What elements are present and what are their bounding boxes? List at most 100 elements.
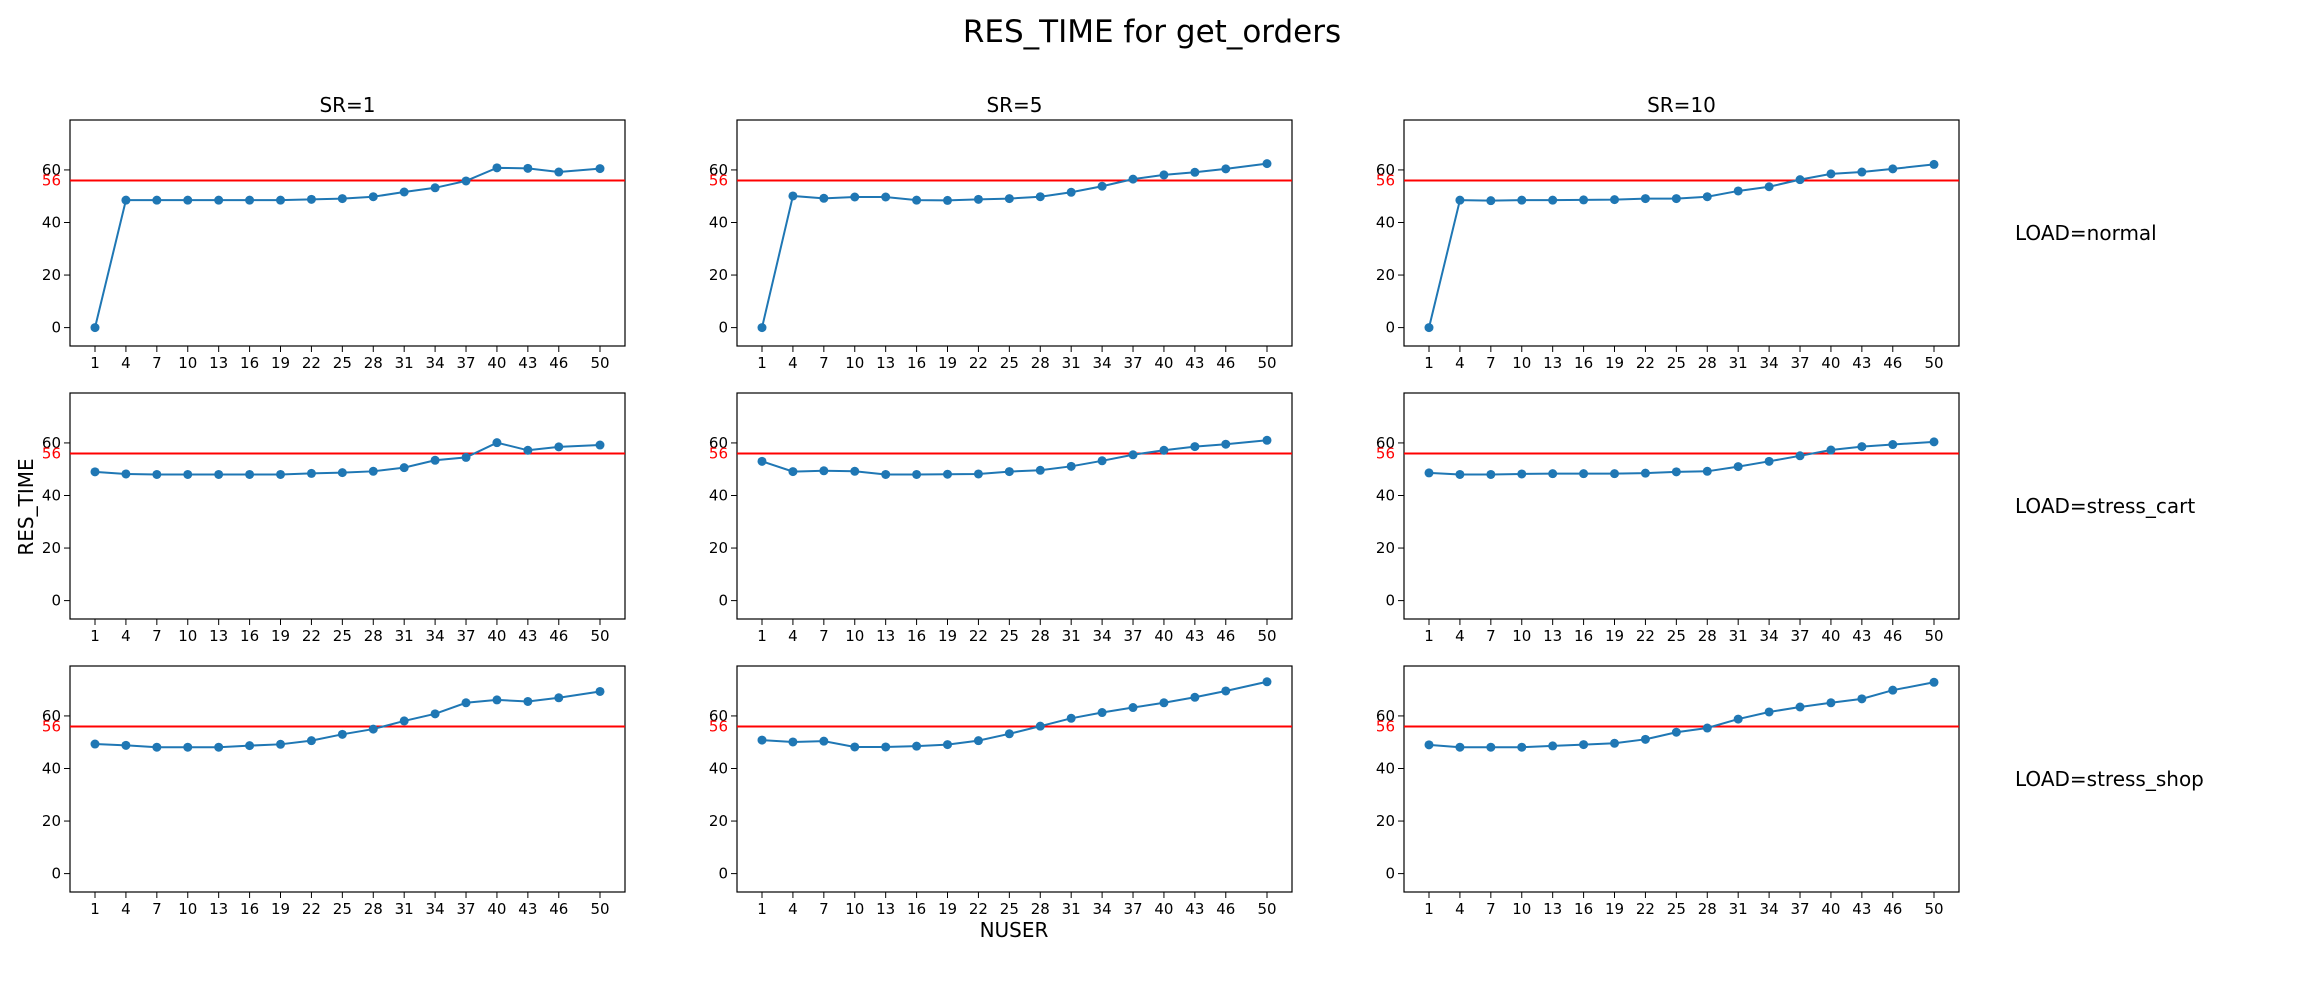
data-point [121,195,131,205]
x-tick-label: 4 [121,627,131,645]
y-tick-label: 20 [42,812,61,830]
y-tick-label: 0 [718,319,728,337]
data-point [1190,167,1200,177]
x-tick-label: 13 [209,627,228,645]
x-tick-label: 46 [1883,627,1902,645]
data-point [1004,729,1014,739]
reference-line-label: 56 [42,444,61,462]
x-tick-label: 37 [456,900,475,918]
x-tick-label: 16 [907,354,926,372]
data-point [1857,694,1867,704]
data-point [245,469,255,479]
y-tick-label: 40 [1376,759,1395,777]
data-point [368,724,378,734]
data-point [819,193,829,203]
x-tick-label: 37 [1123,354,1142,372]
y-tick-label: 0 [51,865,61,883]
x-tick-label: 1 [1424,900,1434,918]
data-point [912,195,922,205]
data-point [595,440,605,450]
y-tick-label: 0 [51,592,61,610]
x-tick-label: 50 [1924,354,1943,372]
data-point [1517,195,1527,205]
data-point [1888,164,1898,174]
data-point [1929,159,1939,169]
axes-frame [69,665,626,893]
data-point [1929,677,1939,687]
x-tick-label: 7 [819,354,829,372]
x-tick-label: 10 [845,627,864,645]
data-point [554,167,564,177]
y-tick-label: 20 [42,539,61,557]
x-tick-label: 10 [1512,627,1531,645]
x-tick-label: 19 [1605,627,1624,645]
data-point [399,187,409,197]
data-point [1424,740,1434,750]
x-tick-label: 31 [1062,354,1081,372]
y-tick-label: 0 [51,319,61,337]
y-tick-label: 60 [709,707,728,725]
x-tick-label: 22 [969,900,988,918]
x-tick-label: 7 [819,627,829,645]
data-point [1066,713,1076,723]
x-tick-label: 25 [1000,900,1019,918]
x-tick-label: 22 [969,627,988,645]
y-tick-label: 40 [1376,213,1395,231]
x-tick-label: 4 [121,900,131,918]
y-tick-label: 60 [709,161,728,179]
data-point [1262,159,1272,169]
x-tick-label: 22 [969,354,988,372]
data-point [1097,708,1107,718]
x-tick-label: 19 [271,354,290,372]
data-point [1795,451,1805,461]
data-point [595,686,605,696]
data-point [943,195,953,205]
x-tick-label: 13 [209,354,228,372]
data-point [1455,195,1465,205]
axes-frame [736,119,1293,347]
x-tick-label: 43 [518,627,537,645]
data-point [1579,740,1589,750]
x-tick-label: 43 [1852,354,1871,372]
data-point [492,163,502,173]
data-point [1640,468,1650,478]
y-tick-label: 40 [709,759,728,777]
data-point [1221,164,1231,174]
y-tick-label: 40 [42,213,61,231]
data-point [1486,742,1496,752]
data-point [1221,439,1231,449]
y-tick-label: 20 [1376,812,1395,830]
axes-frame [736,392,1293,620]
data-point [819,466,829,476]
x-tick-label: 25 [1667,354,1686,372]
y-tick-label: 0 [718,592,728,610]
data-point [461,176,471,186]
x-tick-label: 13 [876,900,895,918]
data-point [1857,442,1867,452]
data-point [850,466,860,476]
x-tick-label: 1 [90,354,100,372]
data-point [1671,727,1681,737]
reference-line-label: 56 [709,444,728,462]
reference-line-label: 56 [1376,444,1395,462]
data-point [1702,466,1712,476]
data-point [788,191,798,201]
x-tick-label: 37 [1790,627,1809,645]
data-point [1004,467,1014,477]
data-point [1128,174,1138,184]
y-tick-label: 20 [709,266,728,284]
x-tick-label: 40 [487,354,506,372]
y-tick-label: 60 [42,161,61,179]
y-tick-label: 20 [709,812,728,830]
data-point [1035,465,1045,475]
x-tick-label: 43 [1852,900,1871,918]
data-point [1795,175,1805,185]
data-point [306,736,316,746]
data-point [1159,445,1169,455]
y-tick-label: 60 [1376,707,1395,725]
x-tick-label: 40 [1154,900,1173,918]
x-tick-label: 40 [1154,354,1173,372]
x-tick-label: 50 [590,900,609,918]
